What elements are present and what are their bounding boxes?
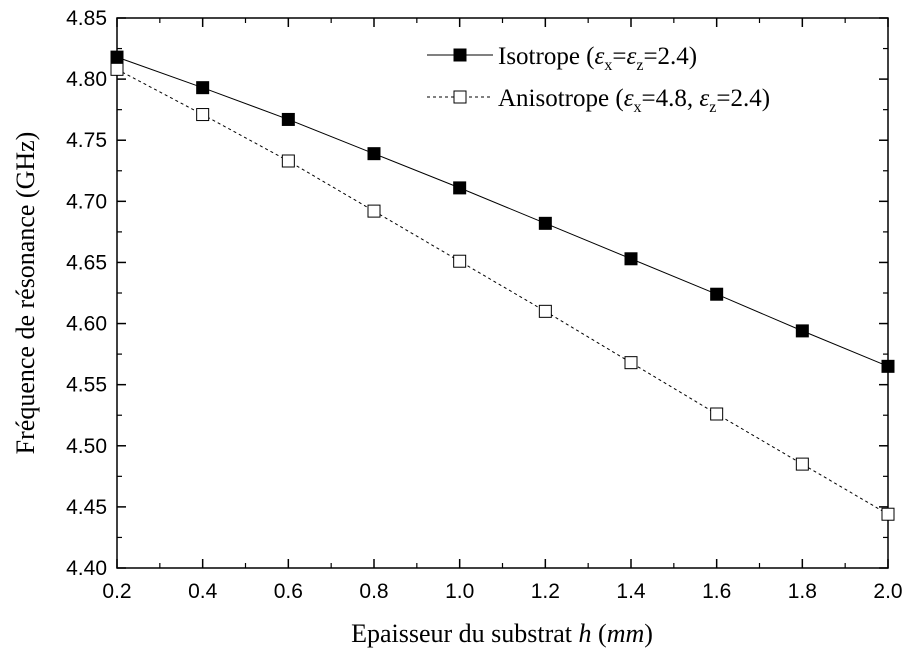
legend-marker-anisotrope [453, 90, 467, 104]
data-point-anisotrope [624, 356, 638, 370]
data-point-anisotrope [538, 304, 552, 318]
y-tick-label: 4.65 [66, 251, 107, 274]
data-point-isotrope [710, 287, 724, 301]
x-tick-label: 1.6 [702, 580, 731, 603]
data-point-isotrope [538, 216, 552, 230]
data-point-isotrope [196, 81, 210, 95]
legend-label-anisotrope: Anisotrope (εx=4.8, εz=2.4) [498, 85, 770, 116]
y-tick-label: 4.85 [66, 7, 107, 30]
data-point-isotrope [881, 359, 895, 373]
y-tick-label: 4.80 [66, 68, 107, 91]
axis-ticks [116, 17, 889, 569]
x-tick-label: 0.6 [274, 580, 303, 603]
legend-label-isotrope: Isotrope (εx=εz=2.4) [498, 43, 697, 74]
x-tick-label: 1.0 [445, 580, 474, 603]
data-point-isotrope [453, 181, 467, 195]
data-point-isotrope [795, 324, 809, 338]
data-point-anisotrope [710, 407, 724, 421]
y-tick-labels: 4.40 4.45 4.50 4.55 4.60 4.65 4.70 4.75 4.80 4.85 [66, 7, 107, 580]
x-tick-label: 0.4 [188, 580, 218, 603]
y-tick-label: 4.60 [66, 313, 107, 336]
x-tick-label: 1.4 [616, 580, 646, 603]
data-point-anisotrope [881, 507, 895, 521]
data-point-anisotrope [453, 254, 467, 268]
x-tick-label: 1.2 [531, 580, 560, 603]
x-tick-label: 2.0 [873, 580, 902, 603]
x-axis-title: Epaisseur du substrat h (mm) [351, 619, 653, 648]
data-point-isotrope [367, 147, 381, 161]
y-tick-label: 4.40 [66, 557, 107, 580]
data-point-anisotrope [110, 62, 124, 76]
series-line-anisotrope [116, 68, 889, 515]
x-tick-labels: 0.2 0.4 0.6 0.8 1.0 1.2 1.4 1.6 1.8 2.0 [102, 580, 902, 603]
legend-marker-isotrope [453, 48, 467, 62]
data-point-anisotrope [367, 204, 381, 218]
y-axis-title: Fréquence de résonance (GHz) [11, 132, 40, 455]
y-tick-label: 4.50 [66, 435, 107, 458]
y-tick-label: 4.45 [66, 496, 107, 519]
legend: Isotrope (εx=εz=2.4) Anisotrope (εx=4.8,… [427, 43, 770, 116]
x-tick-label: 1.8 [788, 580, 817, 603]
data-point-anisotrope [281, 154, 295, 168]
data-point-isotrope [110, 50, 124, 64]
series-line-isotrope [116, 56, 889, 367]
data-point-isotrope [281, 112, 295, 126]
y-tick-label: 4.55 [66, 374, 107, 397]
y-tick-label: 4.70 [66, 190, 107, 213]
series-layer [110, 50, 895, 521]
data-point-isotrope [624, 252, 638, 266]
x-tick-label: 0.8 [359, 580, 388, 603]
y-tick-label: 4.75 [66, 129, 107, 152]
data-point-anisotrope [795, 457, 809, 471]
x-tick-label: 0.2 [102, 580, 131, 603]
data-point-anisotrope [196, 108, 210, 122]
